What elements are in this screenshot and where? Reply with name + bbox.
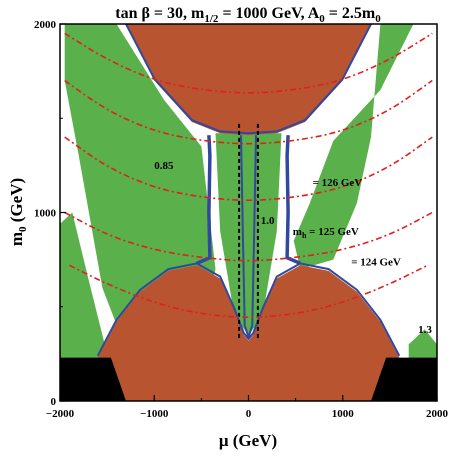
higgs-contour-126 — [64, 136, 433, 202]
charged-lsp-right — [371, 357, 437, 401]
higgs-contour-128 — [64, 32, 433, 94]
plot-regions — [60, 24, 437, 401]
relic-strip-right — [285, 135, 301, 266]
chart-title: tan β = 30, m1/2 = 1000 GeV, A0 = 2.5m0 — [115, 5, 381, 25]
charged-lsp-left — [60, 357, 126, 401]
ratio-label-1: 1.0 — [261, 215, 275, 227]
relic-strip-left — [196, 135, 212, 266]
dm-band-far-left — [60, 212, 108, 401]
x-tick-label: 0 — [246, 408, 252, 420]
dm-band-right — [293, 24, 414, 270]
x-tick-label: −2000 — [46, 408, 75, 420]
ratio-label-2: 1.3 — [418, 324, 432, 336]
y-tick-label: 0 — [51, 396, 57, 408]
higgs-label-125: mh = 125 GeV — [293, 226, 359, 240]
higgs-label-124: = 124 GeV — [351, 256, 401, 268]
higgs-contours — [64, 32, 433, 318]
excluded-region-top — [126, 24, 371, 136]
higgs-contour-125 — [64, 211, 433, 262]
x-axis-label: μ (GeV) — [219, 431, 277, 450]
x-axis-ticks: −2000 −1000 0 1000 2000 — [46, 395, 449, 420]
y-axis-ticks: 0 1000 2000 — [34, 19, 66, 408]
higgs-label-126: = 126 GeV — [313, 177, 363, 189]
higgs-contour-124 — [69, 264, 428, 318]
relic-strip-top — [125, 24, 372, 135]
annotations: = 124 GeV mh = 125 GeV = 126 GeV 0.85 1.0 1.3 — [154, 160, 432, 336]
y-axis-label: m0 (GeV) — [7, 178, 29, 246]
y-tick-label: 1000 — [34, 208, 57, 220]
dm-band-center — [215, 133, 282, 335]
x-tick-label: 2000 — [426, 408, 449, 420]
excluded-region-bottom — [97, 265, 400, 401]
ratio-label-0: 0.85 — [154, 160, 174, 172]
relic-strip-center — [240, 135, 257, 341]
x-tick-label: −1000 — [140, 408, 169, 420]
x-tick-label: 1000 — [332, 408, 355, 420]
higgs-contour-127 — [64, 79, 433, 145]
y-tick-label: 2000 — [34, 19, 57, 31]
